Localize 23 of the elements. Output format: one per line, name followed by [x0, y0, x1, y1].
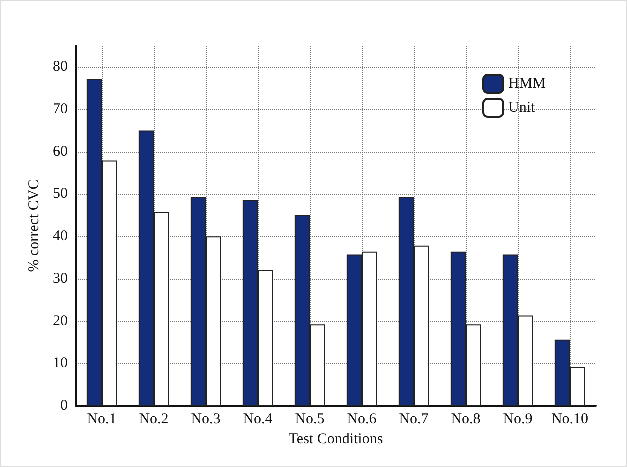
x-tick-label: No.8: [451, 412, 481, 428]
y-tick-label: 0: [60, 398, 68, 414]
x-tick-label: No.6: [347, 412, 378, 428]
x-tick-label: No.10: [551, 412, 589, 428]
x-tick-label: No.4: [243, 412, 274, 428]
x-tick-label: No.5: [295, 412, 325, 428]
y-tick-label: 30: [53, 270, 68, 287]
y-tick-label: 20: [53, 313, 68, 330]
y-axis-title: % correct CVC: [26, 180, 43, 272]
legend-label: Unit: [508, 100, 536, 116]
y-tick-label: 70: [53, 102, 68, 118]
x-tick-label: No.7: [399, 412, 430, 428]
legend-label: HMM: [508, 76, 546, 92]
x-tick-label: No.2: [139, 412, 169, 428]
x-tick-label: No.9: [503, 412, 533, 428]
y-tick-label: 10: [53, 356, 68, 372]
x-tick-label: No.3: [191, 412, 221, 428]
x-axis-title: Test Conditions: [288, 431, 384, 448]
y-tick-label: 60: [53, 144, 68, 160]
y-tick-label: 50: [53, 186, 68, 202]
y-tick-label: 80: [53, 59, 68, 76]
x-tick-label: No.1: [87, 412, 117, 428]
y-tick-label: 40: [53, 228, 68, 245]
